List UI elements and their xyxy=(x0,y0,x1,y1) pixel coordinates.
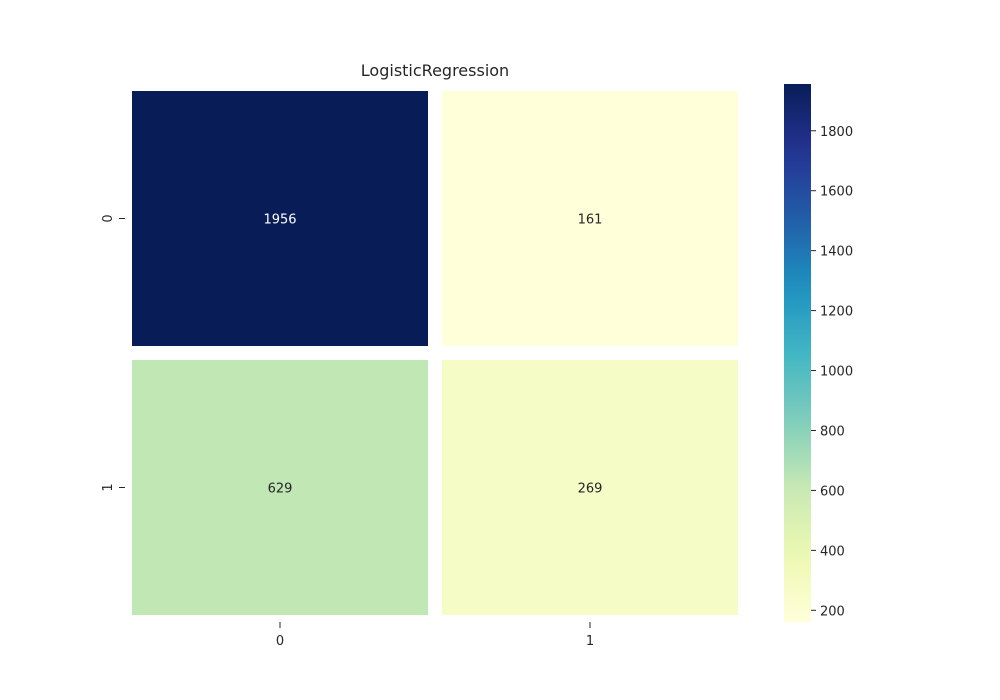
x-tick-label: 0 xyxy=(276,634,284,649)
colorbar-tick-label: 200 xyxy=(820,604,845,619)
cell-label: 629 xyxy=(268,482,293,497)
heatmap-cell xyxy=(132,91,428,346)
heatmap-cell xyxy=(442,91,738,346)
y-axis: 01 xyxy=(101,214,125,492)
colorbar-tick-label: 1800 xyxy=(820,125,853,140)
colorbar-tick-label: 600 xyxy=(820,484,845,499)
colorbar-gradient xyxy=(784,84,811,622)
y-tick-label: 1 xyxy=(101,483,116,491)
colorbar-tick-label: 1600 xyxy=(820,185,853,200)
heatmap-cell xyxy=(132,360,428,615)
heatmap-cell xyxy=(442,360,738,615)
y-tick-label: 0 xyxy=(101,214,116,222)
x-tick-label: 1 xyxy=(586,634,594,649)
colorbar: 200 400 600 800 1000 1200 1400 1600 1800 xyxy=(784,84,853,622)
cell-label: 269 xyxy=(578,482,603,497)
cell-label: 1956 xyxy=(263,213,296,228)
cell-label: 161 xyxy=(578,213,603,228)
colorbar-tick-label: 800 xyxy=(820,424,845,439)
colorbar-tick-label: 1400 xyxy=(820,245,853,260)
chart-title: LogisticRegression xyxy=(361,61,509,80)
heatmap-cells: 1956 161 629 269 xyxy=(132,91,738,615)
colorbar-tick-label: 1200 xyxy=(820,305,853,320)
colorbar-tick-label: 1000 xyxy=(820,365,853,380)
colorbar-tick-label: 400 xyxy=(820,544,845,559)
